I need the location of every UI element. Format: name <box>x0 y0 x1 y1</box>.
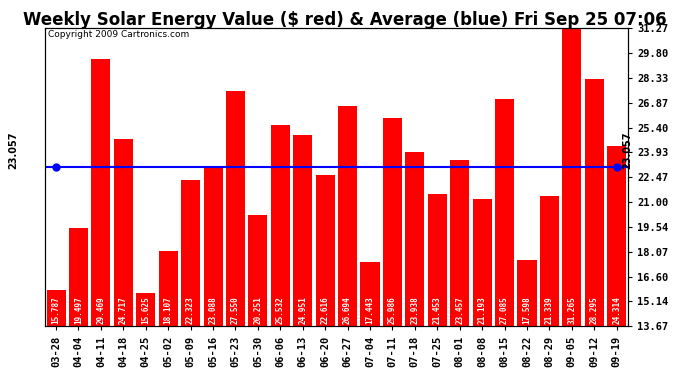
Bar <box>607 146 627 326</box>
Bar <box>159 251 178 326</box>
Bar <box>383 118 402 326</box>
Text: 25.986: 25.986 <box>388 296 397 324</box>
Bar <box>136 293 155 326</box>
Text: 18.107: 18.107 <box>164 296 172 324</box>
Text: 21.193: 21.193 <box>477 296 486 324</box>
Bar <box>428 194 447 326</box>
Text: 19.497: 19.497 <box>74 296 83 324</box>
Bar <box>450 160 469 326</box>
Text: 17.598: 17.598 <box>522 296 531 324</box>
Text: 27.085: 27.085 <box>500 296 509 324</box>
Text: 26.694: 26.694 <box>343 296 352 324</box>
Text: 27.550: 27.550 <box>231 296 240 324</box>
Bar <box>270 125 290 326</box>
Bar <box>584 78 604 326</box>
Bar <box>405 152 424 326</box>
Text: 21.339: 21.339 <box>545 296 554 324</box>
Text: 24.951: 24.951 <box>298 296 307 324</box>
Bar <box>338 106 357 326</box>
Text: 29.469: 29.469 <box>97 296 106 324</box>
Bar <box>495 99 514 326</box>
Text: 23.938: 23.938 <box>411 296 420 324</box>
Bar <box>473 199 492 326</box>
Text: 24.717: 24.717 <box>119 296 128 324</box>
Text: 20.251: 20.251 <box>253 296 262 324</box>
Text: 15.787: 15.787 <box>52 296 61 324</box>
Bar <box>69 228 88 326</box>
Text: 22.323: 22.323 <box>186 296 195 324</box>
Text: 21.453: 21.453 <box>433 296 442 324</box>
Bar <box>293 135 313 326</box>
Text: 31.265: 31.265 <box>567 296 576 324</box>
Bar <box>181 180 200 326</box>
Text: 23.057: 23.057 <box>622 131 632 169</box>
Bar <box>91 58 110 326</box>
Bar <box>248 215 268 326</box>
Bar <box>46 290 66 326</box>
Text: 25.532: 25.532 <box>276 296 285 324</box>
Bar <box>114 139 133 326</box>
Text: 23.088: 23.088 <box>208 296 217 324</box>
Text: 23.457: 23.457 <box>455 296 464 324</box>
Bar <box>315 175 335 326</box>
Text: 22.616: 22.616 <box>321 296 330 324</box>
Bar <box>204 167 223 326</box>
Bar <box>540 196 559 326</box>
Bar <box>360 262 380 326</box>
Text: 15.625: 15.625 <box>141 296 150 324</box>
Bar <box>562 28 582 326</box>
Text: 17.443: 17.443 <box>366 296 375 324</box>
Bar <box>518 260 537 326</box>
Text: Weekly Solar Energy Value ($ red) & Average (blue) Fri Sep 25 07:06: Weekly Solar Energy Value ($ red) & Aver… <box>23 11 667 29</box>
Bar <box>226 91 245 326</box>
Text: 28.295: 28.295 <box>590 296 599 324</box>
Text: 24.314: 24.314 <box>612 296 621 324</box>
Text: 23.057: 23.057 <box>8 131 18 169</box>
Text: Copyright 2009 Cartronics.com: Copyright 2009 Cartronics.com <box>48 30 189 39</box>
